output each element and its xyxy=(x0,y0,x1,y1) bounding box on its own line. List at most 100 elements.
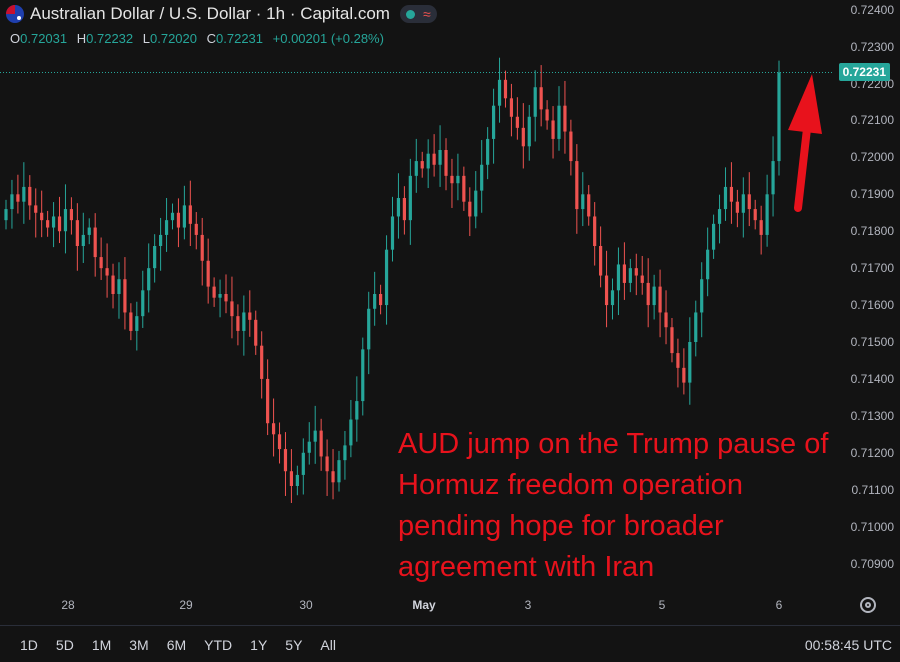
candle-body xyxy=(604,275,609,306)
candle-body xyxy=(319,430,323,457)
candle-body xyxy=(248,312,252,320)
candle-body xyxy=(468,201,472,217)
timeframe-bar: 1D 5D 1M 3M 6M YTD 1Y 5Y All xyxy=(20,637,336,653)
candle-body xyxy=(301,452,305,475)
candle-body xyxy=(444,150,448,176)
price-tick-label: 0.71200 xyxy=(850,445,894,460)
candle-body xyxy=(497,79,502,106)
candle-body xyxy=(254,319,258,346)
candle-body xyxy=(700,279,704,313)
candle-body xyxy=(593,216,597,246)
candle-body xyxy=(4,209,8,221)
candle-body xyxy=(616,264,621,291)
candle-body xyxy=(147,268,151,291)
candle-body xyxy=(361,349,365,402)
price-tick-label: 0.71800 xyxy=(850,224,894,239)
candle-body xyxy=(129,312,133,331)
timeframe-button[interactable]: 5D xyxy=(55,637,74,653)
candle-body xyxy=(545,109,549,121)
candle-body xyxy=(747,194,751,210)
candle-body xyxy=(652,286,656,306)
candle-body xyxy=(694,312,698,342)
settings-gear-icon[interactable] xyxy=(860,597,876,613)
candle-body xyxy=(628,268,632,283)
candle-body xyxy=(426,153,430,169)
candle-body xyxy=(414,161,418,176)
candle-body xyxy=(271,423,276,435)
candle-body xyxy=(260,345,264,379)
candle-body xyxy=(69,209,74,221)
candle-body xyxy=(176,212,181,228)
candle-body xyxy=(408,175,412,221)
price-chart[interactable] xyxy=(0,0,900,625)
price-tick-label: 0.71900 xyxy=(850,187,894,202)
candle-body xyxy=(295,474,299,486)
red-arrow-icon xyxy=(788,74,822,212)
candle-body xyxy=(123,279,127,313)
candle-body xyxy=(373,294,377,309)
candle-body xyxy=(735,201,739,213)
timeframe-button[interactable]: 1Y xyxy=(250,637,268,653)
candle-body xyxy=(539,87,543,110)
candle-body xyxy=(450,175,454,184)
time-tick-label: 28 xyxy=(61,598,75,612)
open-label: O xyxy=(10,31,21,46)
candle-body xyxy=(325,456,329,472)
candle-body xyxy=(224,294,228,302)
market-status-pill[interactable]: ≈ xyxy=(399,5,437,23)
utc-clock[interactable]: 00:58:45 UTC xyxy=(804,637,892,653)
candle-body xyxy=(491,105,496,139)
candle-body xyxy=(581,194,585,210)
price-tick-label: 0.72000 xyxy=(850,150,894,165)
candle-body xyxy=(658,286,662,313)
candle-body xyxy=(212,286,216,298)
candle-body xyxy=(384,249,389,306)
timeframe-button[interactable]: 1M xyxy=(91,637,112,653)
last-price-tag: 0.72231 xyxy=(838,63,890,81)
time-tick-label: 29 xyxy=(179,598,193,612)
candle-body xyxy=(40,212,44,221)
price-tick-label: 0.71700 xyxy=(850,261,894,276)
price-tick-label: 0.71100 xyxy=(851,482,895,497)
high-label: H xyxy=(76,31,87,46)
candle-body xyxy=(462,175,466,202)
time-tick-label: 6 xyxy=(775,598,783,612)
market-open-dot-icon xyxy=(405,9,415,19)
candle-body xyxy=(646,282,650,306)
candle-body xyxy=(117,279,121,294)
timeframe-button[interactable]: 6M xyxy=(166,637,187,653)
timeframe-button[interactable]: All xyxy=(320,637,336,653)
candle-body xyxy=(456,175,460,184)
candle-body xyxy=(682,367,686,383)
candle-body xyxy=(99,257,103,269)
candle-body xyxy=(390,216,395,250)
candle-body xyxy=(587,194,591,217)
candle-body xyxy=(599,246,603,276)
low-label: L xyxy=(142,31,150,46)
candle-body xyxy=(729,186,734,202)
timeframe-button[interactable]: 3M xyxy=(129,637,149,653)
candle-body xyxy=(396,198,401,217)
bottom-toolbar: 1D 5D 1M 3M 6M YTD 1Y 5Y All 00:58:45 UTC xyxy=(0,625,900,662)
candle-body xyxy=(153,246,157,269)
candle-body xyxy=(218,294,222,298)
candle-body xyxy=(277,434,282,450)
timeframe-button[interactable]: YTD xyxy=(204,637,233,653)
ohlc-readout: O0.72031 H0.72232 L0.72020 C0.72231 +0.0… xyxy=(10,31,390,46)
close-value: 0.72231 xyxy=(216,31,264,46)
candle-body xyxy=(343,445,347,461)
candle-body xyxy=(289,471,294,486)
time-tick-label: 30 xyxy=(299,598,313,612)
candle-body xyxy=(16,194,20,202)
candle-body xyxy=(10,194,14,210)
candle-body xyxy=(313,430,317,442)
candle-body xyxy=(753,209,757,221)
symbol-title[interactable]: Australian Dollar / U.S. Dollar · 1h · C… xyxy=(30,4,390,23)
timeframe-button[interactable]: 1D xyxy=(20,637,38,653)
candle-body xyxy=(46,220,50,228)
timeframe-button[interactable]: 5Y xyxy=(285,637,303,653)
candle-body xyxy=(230,301,234,317)
time-tick-label: May xyxy=(412,598,436,612)
candle-body xyxy=(349,419,353,446)
candle-body xyxy=(206,260,210,287)
